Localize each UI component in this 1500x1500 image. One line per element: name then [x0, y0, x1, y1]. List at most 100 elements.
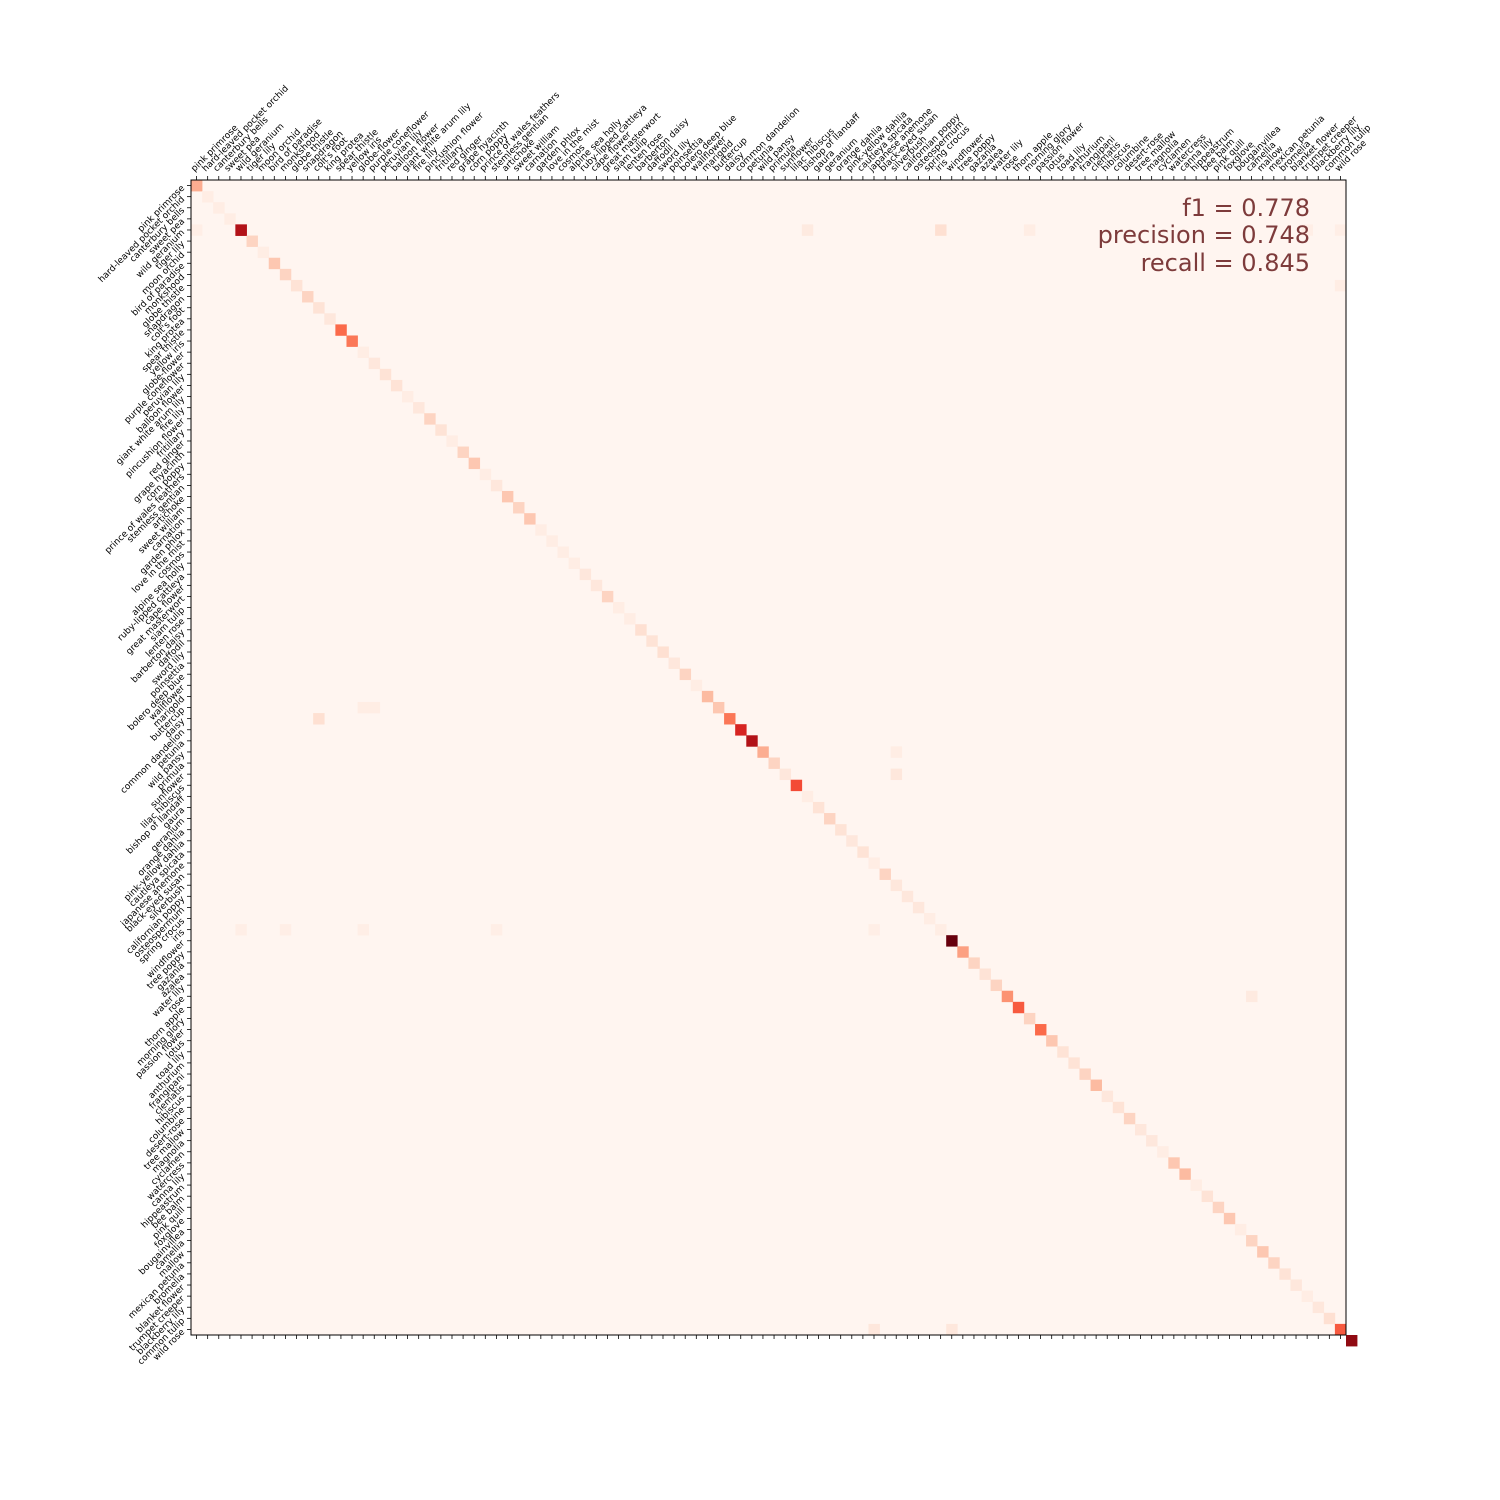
heatmap-cell-diagonal	[1234, 1223, 1247, 1236]
heatmap-cell-diagonal	[357, 346, 369, 358]
heatmap-cell-diagonal	[857, 846, 869, 858]
heatmap-cell-diagonal	[1057, 1046, 1069, 1058]
heatmap-cell-diagonal	[1168, 1157, 1180, 1169]
heatmap-cell-diagonal	[779, 768, 792, 781]
heatmap-cell-diagonal	[690, 679, 703, 692]
heatmap-cell-offdiagonal	[235, 224, 247, 236]
heatmap-cell-diagonal	[1323, 1312, 1336, 1325]
recall-annotation: recall = 0.845	[1141, 249, 1310, 277]
heatmap-cell-diagonal	[679, 668, 692, 681]
heatmap-cell-diagonal	[946, 935, 958, 947]
heatmap-cell-diagonal	[979, 968, 991, 980]
heatmap-cell-diagonal	[712, 701, 725, 714]
heatmap-cell-diagonal	[701, 690, 714, 703]
heatmap-cell-diagonal	[1068, 1057, 1080, 1069]
heatmap-cell-diagonal	[1090, 1079, 1102, 1091]
heatmap-cell-diagonal	[912, 901, 925, 914]
heatmap-cell-offdiagonal	[890, 768, 903, 781]
heatmap-cell-diagonal	[1201, 1190, 1214, 1203]
heatmap-cell-diagonal	[302, 291, 314, 303]
heatmap-cell-offdiagonal	[1301, 224, 1313, 236]
heatmap-cell-diagonal	[757, 746, 769, 758]
heatmap-cell-diagonal	[1112, 1101, 1125, 1114]
heatmap-cell-diagonal	[735, 724, 747, 736]
heatmap-cell-diagonal	[213, 202, 225, 214]
heatmap-cell-diagonal	[590, 579, 603, 592]
y-axis-ticks	[187, 185, 191, 1330]
heatmap-cell-diagonal	[1079, 1068, 1091, 1080]
heatmap-cell-diagonal	[224, 213, 236, 225]
heatmap-cell-diagonal	[191, 180, 203, 192]
heatmap-cell-diagonal	[368, 357, 381, 370]
x-axis-ticks	[196, 176, 1341, 1339]
heatmap-cell-diagonal	[901, 890, 914, 903]
heatmap-cell-diagonal	[624, 613, 636, 625]
heatmap-cell-offdiagonal	[1334, 279, 1347, 292]
heatmap-cell-diagonal	[868, 857, 880, 869]
precision-annotation: precision = 0.748	[1098, 221, 1310, 249]
heatmap-cell-diagonal	[812, 801, 825, 814]
heatmap-cell-diagonal	[657, 646, 669, 658]
heatmap-cell-diagonal	[390, 379, 403, 392]
heatmap-cell-diagonal	[790, 779, 803, 792]
heatmap-cell-diagonal	[1001, 990, 1014, 1003]
heatmap-cell-diagonal	[1268, 1257, 1280, 1269]
heatmap-cell-diagonal	[1301, 1290, 1313, 1302]
heatmap-cell-diagonal	[490, 479, 503, 492]
heatmap-cell-diagonal	[968, 957, 980, 969]
heatmap-cell-offdiagonal	[868, 1323, 880, 1336]
heatmap-cell-diagonal	[1212, 1201, 1225, 1214]
heatmap-cell-diagonal	[557, 546, 569, 558]
heatmap-cell-diagonal	[1023, 1012, 1036, 1025]
heatmap-cell-diagonal	[635, 624, 647, 636]
heatmap-cell-diagonal	[379, 368, 392, 381]
heatmap-cell-diagonal	[957, 946, 969, 958]
heatmap-cell-diagonal	[313, 302, 325, 314]
heatmap-cell-diagonal	[768, 757, 780, 769]
heatmap-cell-diagonal	[402, 391, 414, 403]
heatmap-cell-diagonal	[613, 602, 625, 614]
heatmap-cell-diagonal	[579, 568, 592, 581]
heatmap-cell-offdiagonal	[801, 224, 814, 236]
heatmap-cell-diagonal	[923, 912, 936, 925]
heatmap-cell-diagonal	[935, 924, 947, 936]
heatmap-cell-diagonal	[1101, 1090, 1114, 1103]
heatmap-cell-diagonal	[246, 235, 258, 247]
heatmap-cell-diagonal	[446, 435, 458, 447]
heatmap-cell-diagonal	[1146, 1135, 1158, 1147]
heatmap-cell-offdiagonal	[313, 713, 325, 725]
heatmap-cell-diagonal	[824, 813, 836, 825]
heatmap-cell-diagonal	[1134, 1123, 1147, 1136]
heatmap-cell-offdiagonal	[890, 746, 903, 758]
heatmap-cell-diagonal	[1157, 1146, 1169, 1158]
heatmap-cell-diagonal	[479, 468, 492, 481]
heatmap-cell-diagonal	[435, 424, 447, 436]
heatmap-cell-diagonal	[990, 979, 1003, 992]
heatmap-cell-diagonal	[668, 657, 680, 669]
heatmap-cell-diagonal	[424, 413, 436, 425]
heatmap-cell-diagonal	[468, 457, 481, 470]
heatmap-cell-diagonal	[501, 490, 514, 503]
heatmap-cell-diagonal	[513, 502, 525, 514]
heatmap-cell-diagonal	[546, 535, 558, 547]
heatmap-cell-diagonal	[457, 446, 469, 458]
heatmap-cell-diagonal	[1312, 1301, 1325, 1314]
heatmap-cell-offdiagonal	[1246, 990, 1258, 1003]
heatmap-cell-diagonal	[890, 879, 903, 892]
heatmap-cell-offdiagonal	[357, 701, 369, 714]
heatmap-cell-diagonal	[724, 713, 736, 725]
heatmap-cell-diagonal	[1012, 1001, 1025, 1014]
heatmap-cell-diagonal	[1046, 1035, 1058, 1047]
heatmap-cell-offdiagonal	[191, 224, 203, 236]
heatmap-cell-diagonal	[1279, 1268, 1291, 1280]
heatmap-cell-diagonal	[535, 524, 547, 536]
heatmap-cell-diagonal	[1257, 1246, 1269, 1258]
f1-score-annotation: f1 = 0.778	[1182, 194, 1310, 222]
heatmap-cell-diagonal	[879, 868, 891, 880]
heatmap-cell-offdiagonal	[935, 224, 947, 236]
heatmap-cell-offdiagonal	[368, 701, 381, 714]
heatmap-cell-diagonal	[601, 590, 614, 603]
heatmap-cell-diagonal	[746, 735, 758, 747]
